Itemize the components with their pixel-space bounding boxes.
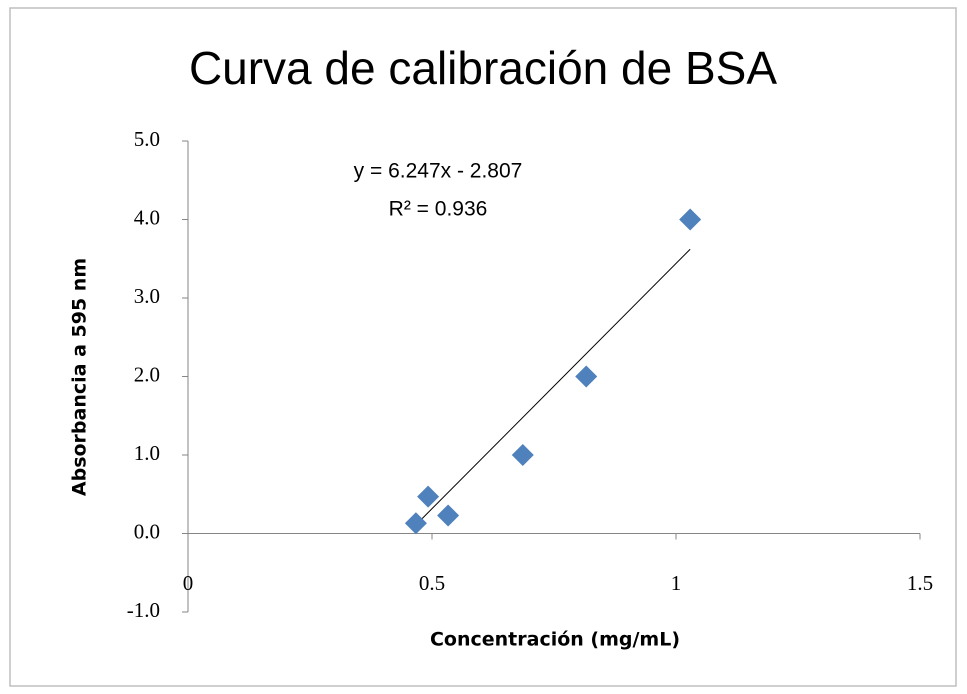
y-axis-title: Absorbancia a 595 nm xyxy=(69,258,91,496)
trendline xyxy=(415,248,691,526)
x-axis-title: Concentración (mg/mL) xyxy=(430,629,680,651)
y-tick-label: 2.0 xyxy=(134,362,160,386)
y-tick-label: 0.0 xyxy=(134,519,160,543)
data-point xyxy=(404,512,427,535)
y-tick-label: 4.0 xyxy=(134,205,160,229)
data-point xyxy=(511,444,534,466)
x-tick-label: 0.5 xyxy=(419,571,445,595)
y-tick-label: -1.0 xyxy=(127,598,160,622)
x-tick-label: 1.5 xyxy=(907,571,933,595)
data-point xyxy=(679,208,702,231)
data-point xyxy=(417,485,440,508)
y-tick-label: 5.0 xyxy=(134,127,160,151)
data-point xyxy=(437,504,460,527)
y-tick-label: 3.0 xyxy=(134,284,160,308)
trendline-equation: y = 6.247x - 2.807 xyxy=(354,160,523,183)
data-point xyxy=(575,365,598,388)
y-tick-label: 1.0 xyxy=(134,441,160,465)
x-tick-label: 0 xyxy=(183,571,194,595)
x-tick-label: 1 xyxy=(671,571,682,595)
chart-title: Curva de calibración de BSA xyxy=(189,42,777,94)
chart-frame xyxy=(9,7,957,687)
r-squared: R² = 0.936 xyxy=(389,198,488,221)
